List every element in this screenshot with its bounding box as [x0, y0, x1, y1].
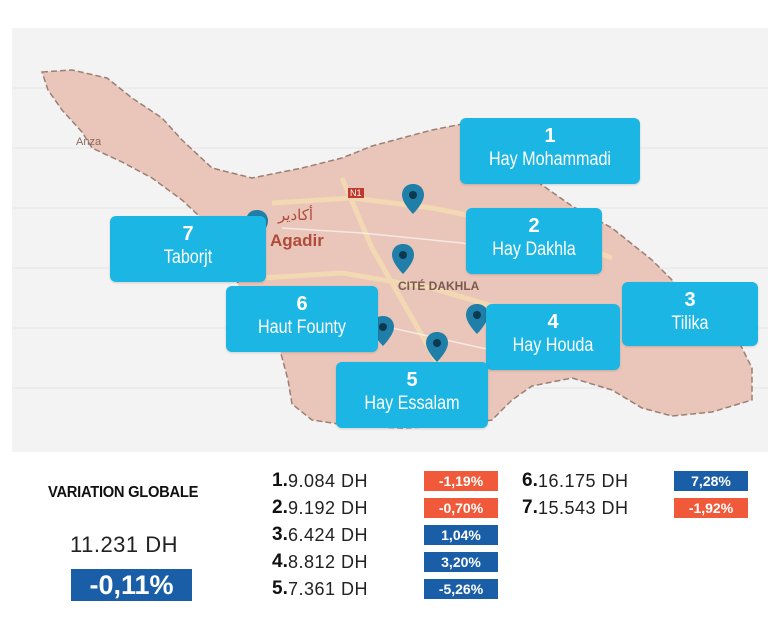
- place-label-anza: Anza: [76, 136, 102, 148]
- price-rank: 3.: [272, 524, 288, 545]
- callout-name: Hay Essalam: [364, 393, 460, 414]
- price-value: 7.361 DH: [288, 578, 369, 599]
- change-badge: 1,04%: [424, 525, 498, 545]
- price-value: 15.543 DH: [538, 497, 629, 518]
- callout-name: Hay Mohammadi: [488, 149, 612, 170]
- global-average-price: 11.231 DH: [70, 532, 179, 557]
- change-badge: -1,92%: [674, 498, 748, 518]
- callout-taborjt[interactable]: 7 Taborjt: [110, 216, 266, 282]
- change-badge: 3,20%: [424, 552, 498, 572]
- global-change-badge: -0,11%: [71, 569, 192, 601]
- place-label-agadir-arabic: أكادير: [278, 207, 314, 224]
- change-badge: 7,28%: [674, 471, 748, 491]
- callout-hay-dakhla[interactable]: 2 Hay Dakhla: [466, 208, 602, 274]
- price-value: 16.175 DH: [538, 470, 629, 491]
- callout-number: 3: [684, 289, 696, 311]
- price-rank: 4.: [272, 551, 288, 572]
- price-rank: 1.: [272, 470, 288, 491]
- price-value: 9.084 DH: [288, 470, 369, 491]
- global-variation-title: VARIATION GLOBALE: [48, 484, 199, 501]
- map-pin-icon[interactable]: [426, 332, 448, 362]
- callout-name: Hay Dakhla: [492, 239, 576, 260]
- callout-tilika[interactable]: 3 Tilika: [622, 282, 758, 346]
- callout-haut-founty[interactable]: 6 Haut Founty: [226, 286, 378, 352]
- place-label-agadir: Agadir: [270, 231, 324, 250]
- price-row-4: 4. 8.812 DH 3,20%: [272, 551, 498, 573]
- price-row-1: 1. 9.084 DH -1,19%: [272, 470, 498, 492]
- price-row-2: 2. 9.192 DH -0,70%: [272, 497, 498, 519]
- price-row-5: 5. 7.361 DH -5,26%: [272, 578, 498, 600]
- callout-hay-houda[interactable]: 4 Hay Houda: [486, 304, 620, 370]
- map-pin-icon[interactable]: [392, 244, 414, 274]
- price-row-3: 3. 6.424 DH 1,04%: [272, 524, 498, 546]
- callout-name: Haut Founty: [258, 317, 346, 338]
- callout-number: 2: [528, 215, 540, 237]
- map-pin-icon[interactable]: [402, 184, 424, 214]
- change-badge: -1,19%: [424, 471, 498, 491]
- callout-hay-mohammadi[interactable]: 1 Hay Mohammadi: [460, 118, 640, 184]
- callout-number: 1: [544, 125, 556, 147]
- road-label-n1: N1: [348, 188, 364, 198]
- callout-number: 6: [296, 293, 308, 315]
- price-row-7: 7. 15.543 DH -1,92%: [522, 497, 748, 519]
- map-pin-icon[interactable]: [466, 304, 488, 334]
- callout-number: 4: [547, 311, 559, 333]
- price-rank: 2.: [272, 497, 288, 518]
- price-rank: 6.: [522, 470, 538, 491]
- price-rank: 5.: [272, 578, 288, 599]
- callout-hay-essalam[interactable]: 5 Hay Essalam: [336, 362, 488, 428]
- callout-number: 5: [406, 369, 418, 391]
- place-label-cite-dakhla: CITÉ DAKHLA: [398, 279, 480, 293]
- price-rank: 7.: [522, 497, 538, 518]
- callout-number: 7: [182, 223, 194, 245]
- price-row-6: 6. 16.175 DH 7,28%: [522, 470, 748, 492]
- callout-name: Taborjt: [163, 247, 213, 268]
- callout-name: Hay Houda: [512, 335, 594, 356]
- price-value: 6.424 DH: [288, 524, 369, 545]
- change-badge: -0,70%: [424, 498, 498, 518]
- price-summary-panel: VARIATION GLOBALE 11.231 DH -0,11% 1. 9.…: [0, 460, 768, 639]
- change-badge: -5,26%: [424, 579, 498, 599]
- price-value: 9.192 DH: [288, 497, 369, 518]
- price-value: 8.812 DH: [288, 551, 369, 572]
- callout-name: Tilika: [671, 313, 709, 334]
